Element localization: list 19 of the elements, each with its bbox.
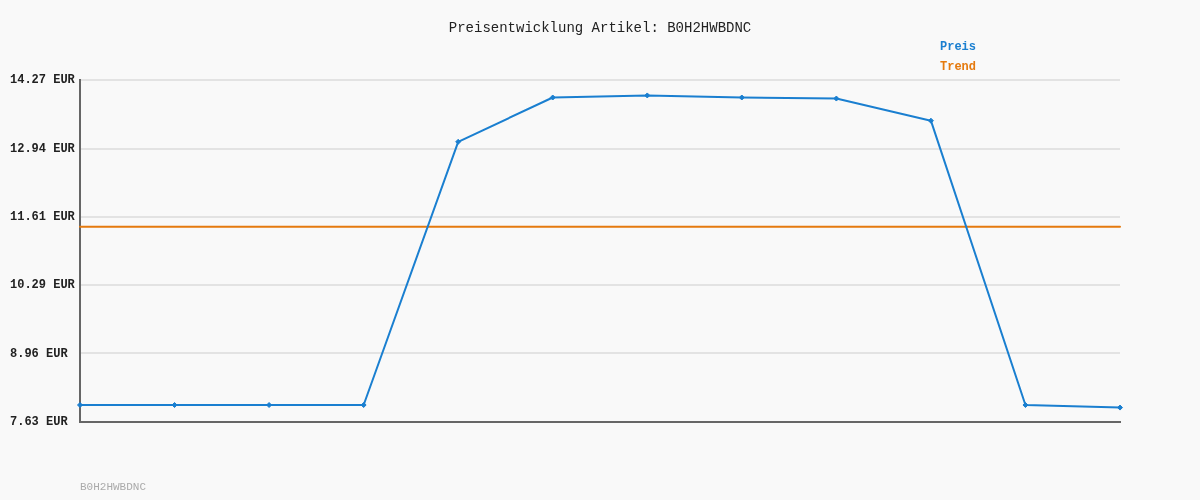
- y-tick-label: 8.96 EUR: [10, 346, 69, 361]
- y-tick-label: 12.94 EUR: [10, 141, 76, 156]
- y-tick-label: 11.61 EUR: [10, 210, 76, 225]
- text: Trend: [940, 60, 977, 75]
- point: [1022, 402, 1029, 408]
- text: Preis: [940, 40, 977, 55]
- point: [833, 95, 840, 102]
- y-tick-label: 10.29 EUR: [10, 278, 76, 293]
- point: [738, 94, 745, 101]
- point: [77, 402, 83, 408]
- point: [1117, 404, 1123, 411]
- y-tick-label: 7.63 EUR: [10, 415, 69, 430]
- point: [644, 92, 651, 99]
- chart-title: Preisentwicklung Artikel: B0H2HWBDNC: [448, 19, 752, 36]
- point: [455, 138, 462, 145]
- point: [927, 117, 934, 124]
- text: B0H2HWBDNC: [80, 480, 147, 493]
- point: [549, 94, 556, 101]
- y-tick-label: 14.27 EUR: [10, 73, 76, 88]
